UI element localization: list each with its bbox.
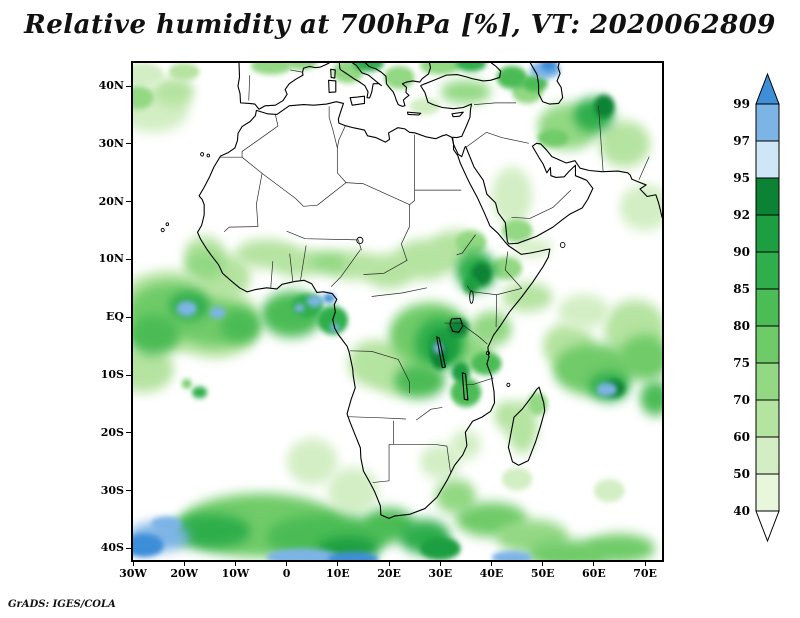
zanzibar-island — [486, 351, 489, 354]
x-axis-tick-label: 30W — [119, 567, 147, 580]
country-borders-layer — [220, 70, 649, 483]
y-axis-tick-label: 20S — [100, 425, 124, 439]
x-axis-tick — [593, 560, 595, 566]
colorbar-tick-label: 80 — [733, 319, 750, 333]
y-axis-tick-label: 40N — [98, 79, 124, 93]
colorbar-band — [755, 325, 780, 364]
plot-frame — [131, 61, 664, 562]
y-axis-tick-label: 10N — [98, 252, 124, 266]
x-axis-tick-label: 20W — [170, 567, 199, 580]
y-axis-tick-label: 30S — [100, 483, 124, 497]
colorbar-band — [755, 288, 780, 327]
x-axis-tick — [490, 560, 492, 566]
black-sea-coastline — [421, 63, 501, 86]
canary-island-2 — [207, 154, 210, 157]
canary-island-1 — [201, 153, 204, 156]
colorbar-tick-label: 95 — [733, 171, 750, 185]
x-axis-tick — [234, 560, 236, 566]
lake-victoria — [450, 318, 463, 332]
colorbar-tick-label: 90 — [733, 245, 750, 259]
socotra-island — [560, 242, 565, 247]
africa-coastline — [198, 102, 550, 519]
colorbar-band — [755, 103, 780, 142]
colorbar-tick-label: 50 — [733, 467, 750, 481]
x-axis-tick — [388, 560, 390, 566]
humidity-shading-layer — [133, 63, 662, 560]
italy-coastline — [339, 63, 381, 98]
cyprus-coastline — [452, 112, 463, 117]
x-axis-tick-label: 0 — [282, 567, 291, 580]
x-axis-tick-label: 20E — [377, 567, 401, 580]
balkans-greece-coastline — [365, 63, 430, 106]
x-axis-tick-label: 50E — [530, 567, 555, 580]
colorbar-tick-label: 70 — [733, 393, 750, 407]
colorbar: 99 97 95 92 90 85 80 75 70 60 50 40 — [733, 72, 780, 543]
colorbar-tick-label: 99 — [733, 97, 750, 111]
iberia-france-coastline — [238, 63, 329, 109]
x-axis-tick — [439, 560, 441, 566]
colorbar-band — [755, 362, 780, 401]
x-axis-tick-label: 30E — [428, 567, 453, 580]
cape-verde-island-2 — [166, 223, 169, 226]
colorbar-band — [755, 436, 780, 475]
x-axis-tick-label: 10E — [325, 567, 350, 580]
coastlines-layer — [161, 63, 662, 518]
y-axis-tick — [126, 374, 132, 376]
y-axis-tick-label: 10S — [100, 368, 124, 382]
colorbar-tick-label: 85 — [733, 282, 750, 296]
corsica-coastline — [331, 69, 336, 78]
caspian-sea-coastline — [530, 63, 562, 104]
colorbar-band — [755, 214, 780, 253]
comoros-island — [507, 383, 510, 386]
colorbar-band — [755, 177, 780, 216]
x-axis-tick-label: 40E — [479, 567, 504, 580]
sicily-coastline — [350, 96, 364, 105]
x-axis-tick-label: 10W — [221, 567, 250, 580]
x-axis-tick-label: 70E — [633, 567, 657, 580]
lake-tanganyika — [437, 337, 446, 368]
colorbar-tick-label: 92 — [733, 208, 750, 222]
crete-coastline — [407, 112, 420, 115]
x-axis-tick — [644, 560, 646, 566]
page-title: Relative humidity at 700hPa [%], VT: 202… — [24, 10, 776, 40]
asia-arabia-coastline — [421, 86, 662, 244]
y-axis-tick — [126, 432, 132, 434]
y-axis-tick — [126, 143, 132, 145]
x-axis-tick-label: 60E — [582, 567, 606, 580]
lake-malawi — [462, 373, 468, 400]
x-axis-tick — [132, 560, 134, 566]
y-axis-tick-label: 40S — [100, 541, 124, 555]
lake-turkana — [470, 291, 474, 304]
y-axis-tick-label: EQ — [106, 310, 124, 324]
colorbar-arrow-top — [755, 72, 780, 105]
colorbar-band — [755, 140, 780, 179]
x-axis-tick — [542, 560, 544, 566]
x-axis-tick — [183, 560, 185, 566]
y-axis-tick-label: 30N — [98, 136, 124, 150]
footer-credit: GrADS: IGES/COLA — [8, 599, 116, 610]
colorbar-band — [755, 473, 780, 512]
colorbar-band — [755, 251, 780, 290]
colorbar-tick-label: 60 — [733, 430, 750, 444]
y-axis-tick — [126, 258, 132, 260]
madagascar-coastline — [508, 387, 544, 465]
x-axis-tick — [286, 560, 288, 566]
colorbar-band — [755, 399, 780, 438]
y-axis-tick — [126, 490, 132, 492]
y-axis-tick — [126, 85, 132, 87]
lake-chad — [357, 237, 363, 243]
colorbar-tick-label: 97 — [733, 134, 750, 148]
y-axis-tick — [126, 201, 132, 203]
sardinia-coastline — [329, 80, 336, 92]
x-axis-tick — [337, 560, 339, 566]
humidity-map — [133, 63, 662, 560]
colorbar-tick-label: 75 — [733, 356, 750, 370]
y-axis-tick-label: 20N — [98, 194, 124, 208]
colorbar-arrow-bottom — [755, 510, 780, 543]
colorbar-tick-label: 40 — [733, 504, 750, 518]
cape-verde-island-1 — [161, 228, 164, 231]
y-axis-tick — [126, 316, 132, 318]
y-axis-tick — [126, 547, 132, 549]
